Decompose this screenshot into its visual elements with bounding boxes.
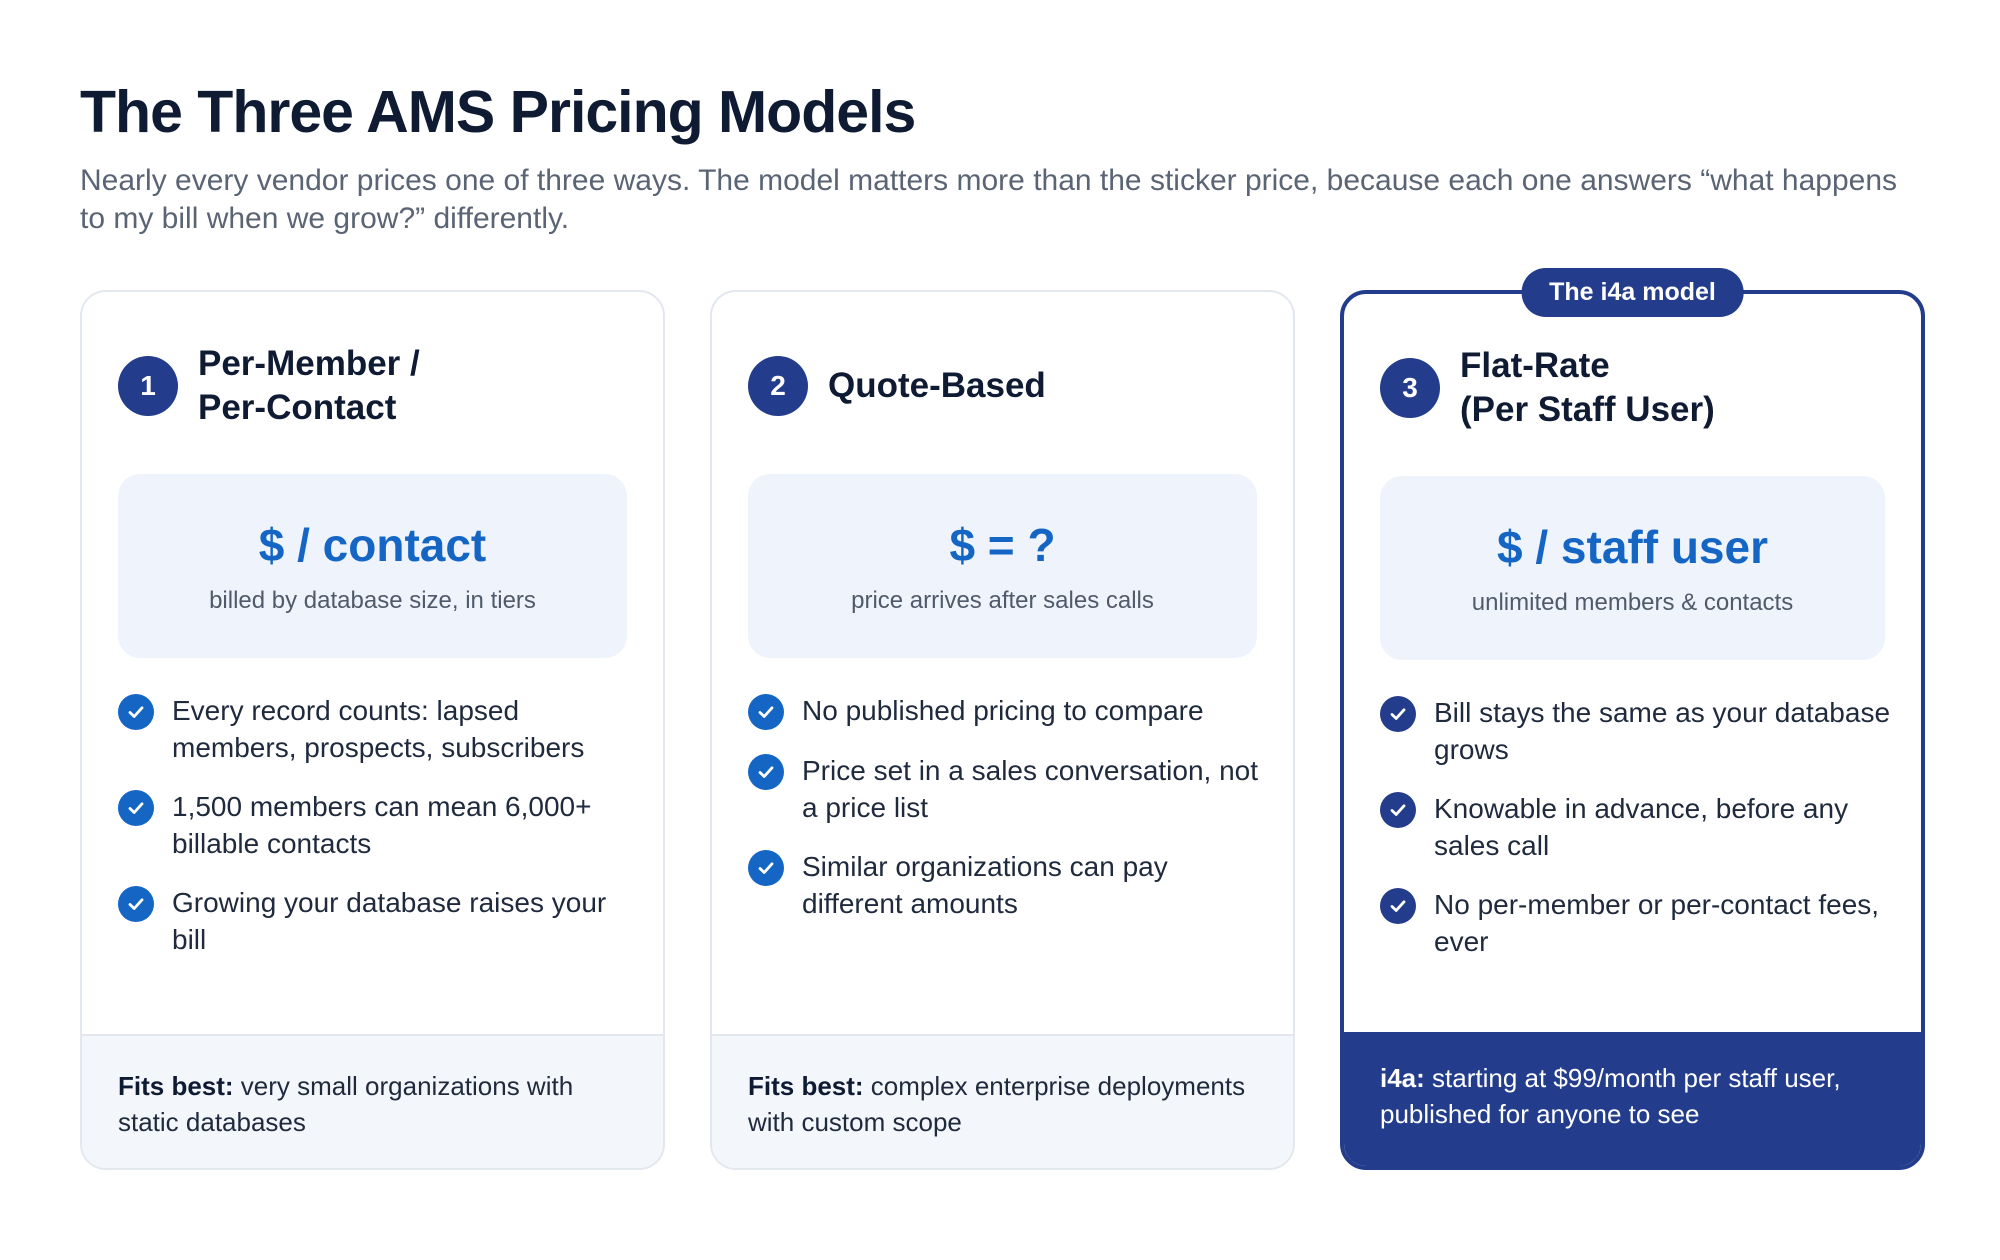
check-icon [118,694,154,730]
pricing-card-flat-rate: The i4a model 3 Flat-Rate (Per Staff Use… [1340,268,1925,1170]
card-title: Quote-Based [828,366,1046,405]
price-panel: $ = ? price arrives after sales calls [748,474,1257,658]
footer-text: starting at $99/month per staff user, pu… [1380,1063,1841,1129]
list-item-text: No published pricing to compare [802,695,1204,726]
price-formula: $ / contact [258,519,487,571]
pricing-card-quote-based: 2 Quote-Based $ = ? price arrives after … [710,290,1295,1170]
list-item: Price set in a sales conversation, not a… [748,752,1263,826]
price-panel: $ / staff user unlimited members & conta… [1380,476,1885,660]
price-formula: $ / staff user [1497,521,1768,573]
list-item-text: Bill stays the same as your database gro… [1434,697,1891,765]
check-icon [118,886,154,922]
footer-label: Fits best: [118,1071,234,1101]
list-item-text: Every record counts: lapsed members, pro… [172,695,585,763]
card-title: Flat-Rate (Per Staff User) [1460,346,1715,429]
price-caption: billed by database size, in tiers [209,587,536,614]
card-title: Per-Member / Per-Contact [198,344,420,427]
check-icon [748,694,784,730]
card-header: 3 Flat-Rate (Per Staff User) [1380,342,1901,434]
card-header: 2 Quote-Based [748,340,1273,432]
price-caption: unlimited members & contacts [1471,589,1794,616]
footer-label: Fits best: [748,1071,864,1101]
check-icon [748,850,784,886]
price-panel: $ / contact billed by database size, in … [118,474,627,658]
list-item-text: Price set in a sales conversation, not a… [802,755,1259,823]
page-title: The Three AMS Pricing Models [80,79,916,145]
pricing-card-per-member: 1 Per-Member / Per-Contact $ / contact b… [80,290,665,1170]
list-item: Every record counts: lapsed members, pro… [118,692,633,766]
list-item-text: No per-member or per-contact fees, ever [1434,889,1880,957]
step-number-badge: 3 [1380,358,1440,418]
footer-label: i4a: [1380,1063,1425,1093]
featured-badge: The i4a model [1521,268,1744,317]
feature-list: Bill stays the same as your database gro… [1380,694,1891,982]
list-item: Growing your database raises your bill [118,884,633,958]
check-icon [1380,696,1416,732]
page-subtitle: Nearly every vendor prices one of three … [80,164,1898,235]
footer-text: complex enterprise deployments with cust… [748,1071,1246,1137]
list-item: 1,500 members can mean 6,000+ billable c… [118,788,633,862]
step-number-badge: 2 [748,356,808,416]
list-item: Bill stays the same as your database gro… [1380,694,1891,768]
price-formula: $ = ? [949,519,1056,571]
card-footer: Fits best: complex enterprise deployment… [712,1034,1293,1168]
check-icon [118,790,154,826]
list-item-text: 1,500 members can mean 6,000+ billable c… [172,791,592,859]
check-icon [748,754,784,790]
list-item: Knowable in advance, before any sales ca… [1380,790,1891,864]
card-header: 1 Per-Member / Per-Contact [118,340,643,432]
check-icon [1380,888,1416,924]
card-footer: i4a: starting at $99/month per staff use… [1344,1032,1921,1166]
list-item: Similar organizations can pay different … [748,848,1263,922]
footer-text: very small organizations with static dat… [118,1071,574,1137]
feature-list: No published pricing to compare Price se… [748,692,1263,944]
price-caption: price arrives after sales calls [851,587,1154,614]
feature-list: Every record counts: lapsed members, pro… [118,692,633,980]
list-item: No published pricing to compare [748,692,1263,730]
step-number-badge: 1 [118,356,178,416]
list-item-text: Similar organizations can pay different … [802,851,1168,919]
check-icon [1380,792,1416,828]
list-item-text: Knowable in advance, before any sales ca… [1434,793,1849,861]
card-footer: Fits best: very small organizations with… [82,1034,663,1168]
list-item-text: Growing your database raises your bill [172,887,607,955]
list-item: No per-member or per-contact fees, ever [1380,886,1891,960]
